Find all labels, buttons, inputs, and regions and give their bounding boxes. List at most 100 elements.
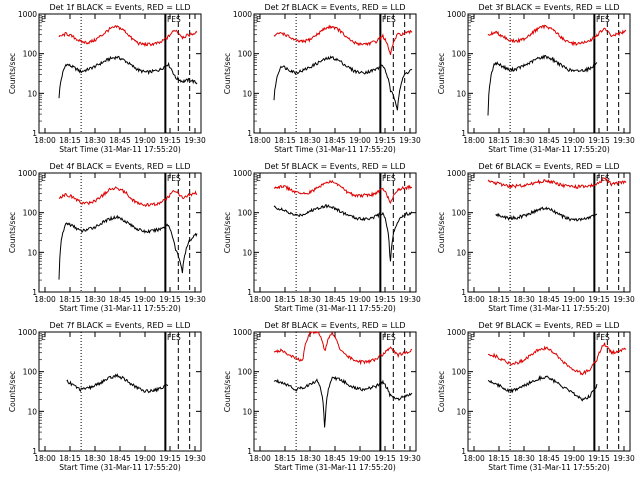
y-tick-label: 10 [242, 89, 252, 98]
x-tick-label: 19:00 [349, 136, 371, 145]
x-tick-label: 19:15 [374, 136, 396, 145]
y-tick-label: 1000 [233, 10, 252, 19]
x-tick-label: 18:00 [249, 295, 271, 304]
y-axis-label: Counts/sec [437, 212, 446, 253]
y-tick-label: 100 [452, 50, 467, 59]
x-tick-label: 18:30 [84, 136, 106, 145]
chart-panel-7: Det 7f BLACK = Events, RED = LLD 1 10 100 10… [8, 321, 206, 472]
x-tick-label: 19:00 [563, 454, 585, 463]
x-tick-label: 18:00 [34, 295, 56, 304]
x-tick-label: 18:15 [488, 136, 510, 145]
x-tick-label: 19:00 [134, 295, 156, 304]
x-tick-label: 19:15 [374, 454, 396, 463]
chart-panel-8: Det 8f BLACK = Events, RED = LLD 1 10 100 10… [223, 321, 421, 472]
plot-frame [38, 331, 202, 452]
x-tick-label: 19:30 [184, 136, 206, 145]
annotation-fes: FES [167, 15, 181, 24]
series-lld-line [273, 24, 413, 56]
x-tick-label: 18:30 [84, 295, 106, 304]
y-tick-label: 10 [27, 407, 37, 416]
series-lld-line [487, 177, 627, 190]
chart-panel-3: Det 3f BLACK = Events, RED = LLD 1 10 100 10… [437, 3, 635, 154]
annotation-e: E [41, 333, 46, 342]
x-tick-label: 18:15 [488, 454, 510, 463]
x-tick-label: 19:15 [588, 136, 610, 145]
x-tick-label: 18:30 [513, 295, 535, 304]
y-tick-label: 1 [247, 129, 252, 138]
x-tick-label: 19:15 [159, 295, 181, 304]
series-lld-line [487, 24, 627, 47]
chart-title: Det 3f BLACK = Events, RED = LLD [478, 3, 619, 12]
y-tick-label: 100 [238, 368, 253, 377]
x-tick-label: 18:30 [299, 454, 321, 463]
x-tick-label: 18:00 [249, 136, 271, 145]
x-tick-label: 18:45 [538, 454, 560, 463]
y-tick-label: 1000 [447, 328, 466, 337]
x-tick-label: 18:15 [488, 295, 510, 304]
x-tick-label: 19:00 [134, 454, 156, 463]
x-tick-label: 19:00 [134, 136, 156, 145]
y-axis-label: Counts/sec [8, 53, 17, 94]
chart-panel-2: Det 2f BLACK = Events, RED = LLD 1 10 100 10… [223, 3, 421, 154]
y-axis-label: Counts/sec [437, 371, 446, 412]
chart-title: Det 1f BLACK = Events, RED = LLD [49, 3, 190, 12]
y-tick-label: 100 [452, 209, 467, 218]
x-tick-label: 19:30 [184, 295, 206, 304]
chart-panel-9: Det 9f BLACK = Events, RED = LLD 1 10 100 10… [437, 321, 635, 472]
y-tick-label: 1 [461, 129, 466, 138]
y-tick-label: 1000 [18, 169, 37, 178]
y-tick-label: 1 [32, 288, 37, 297]
x-tick-label: 19:15 [159, 136, 181, 145]
x-tick-label: 18:30 [299, 295, 321, 304]
y-tick-label: 10 [27, 89, 37, 98]
x-axis-label: Start Time (31-Mar-11 17:55:20) [59, 463, 181, 472]
chart-panel-4: Det 4f BLACK = Events, RED = LLD 1 10 100 10… [8, 162, 206, 313]
annotation-e: E [470, 174, 475, 183]
x-tick-label: 19:30 [613, 136, 635, 145]
x-axis-label: Start Time (31-Mar-11 17:55:20) [274, 145, 396, 154]
annotation-e: E [470, 333, 475, 342]
plot-frame [467, 13, 631, 134]
y-tick-label: 1000 [18, 328, 37, 337]
chart-panel-6: Det 6f BLACK = Events, RED = LLD 1 10 100 10… [437, 162, 635, 313]
x-tick-label: 18:15 [59, 295, 81, 304]
plot-frame [253, 172, 417, 293]
chart-title: Det 2f BLACK = Events, RED = LLD [264, 3, 405, 12]
x-axis-label: Start Time (31-Mar-11 17:55:20) [59, 304, 181, 313]
series-lld-line [273, 330, 413, 366]
series-lld-line [58, 186, 198, 207]
x-tick-label: 19:30 [399, 295, 421, 304]
x-tick-label: 18:45 [538, 295, 560, 304]
annotation-fes: FES [596, 333, 610, 342]
y-tick-label: 100 [238, 50, 253, 59]
plot-frame [38, 13, 202, 134]
plot-frame [253, 331, 417, 452]
x-tick-label: 18:30 [513, 136, 535, 145]
x-tick-label: 18:15 [59, 454, 81, 463]
y-tick-label: 1 [461, 447, 466, 456]
y-tick-label: 1 [247, 447, 252, 456]
annotation-fes: FES [596, 15, 610, 24]
y-tick-label: 100 [23, 368, 38, 377]
x-tick-label: 18:30 [299, 136, 321, 145]
annotation-e: E [256, 174, 261, 183]
x-tick-label: 19:00 [349, 454, 371, 463]
y-tick-label: 1000 [233, 169, 252, 178]
chart-title: Det 5f BLACK = Events, RED = LLD [264, 162, 405, 171]
series-events-line [487, 374, 598, 402]
annotation-e: E [256, 333, 261, 342]
annotation-e: E [41, 174, 46, 183]
y-tick-label: 1 [247, 288, 252, 297]
series-events-line [495, 206, 598, 222]
annotation-fes: FES [382, 174, 396, 183]
y-tick-label: 1000 [233, 328, 252, 337]
annotation-e: E [256, 15, 261, 24]
y-tick-label: 100 [23, 209, 38, 218]
chart-title: Det 8f BLACK = Events, RED = LLD [264, 321, 405, 330]
series-events-line [58, 214, 198, 280]
chart-title: Det 6f BLACK = Events, RED = LLD [478, 162, 619, 171]
y-axis-label: Counts/sec [8, 371, 17, 412]
series-events-line [273, 375, 413, 428]
x-tick-label: 18:45 [109, 295, 131, 304]
